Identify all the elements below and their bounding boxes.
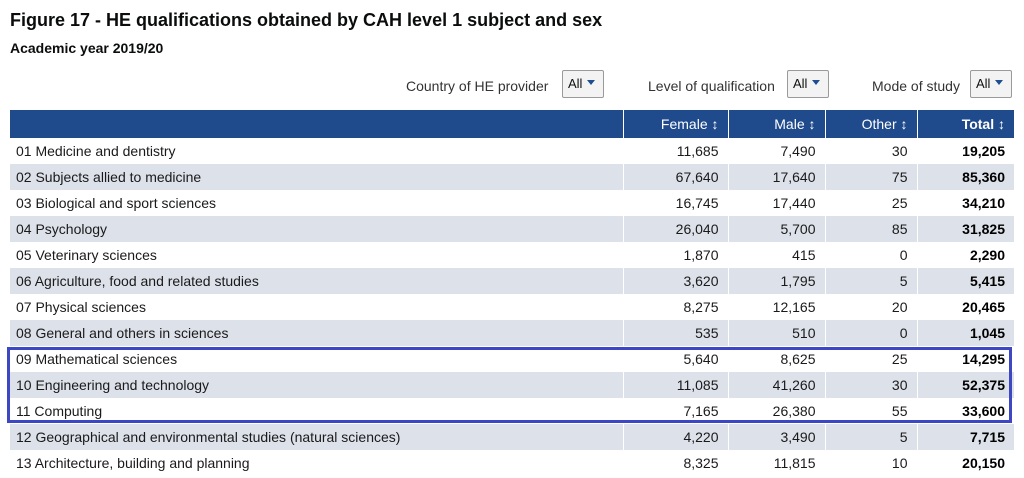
other-cell: 0 [824, 242, 917, 268]
table-row: 12 Geographical and environmental studie… [10, 424, 1014, 450]
subject-cell: 02 Subjects allied to medicine [10, 164, 623, 190]
total-cell: 34,210 [916, 190, 1014, 216]
female-cell: 535 [622, 320, 728, 346]
subject-cell: 10 Engineering and technology [10, 372, 623, 398]
total-cell: 33,600 [916, 398, 1014, 424]
subject-cell: 12 Geographical and environmental studie… [10, 424, 623, 450]
figure-title: Figure 17 - HE qualifications obtained b… [10, 10, 603, 30]
female-cell: 7,165 [622, 398, 728, 424]
male-cell: 12,165 [727, 294, 825, 320]
female-cell: 11,685 [622, 138, 728, 164]
table-row: 09 Mathematical sciences 5,640 8,625 25 14,2… [10, 346, 1014, 372]
female-cell: 3,620 [622, 268, 728, 294]
filter-label-country: Country of HE provider [406, 78, 549, 94]
table-row: 05 Veterinary sciences 1,870 415 0 2,290 [10, 242, 1014, 268]
country-select-value: All [568, 76, 583, 91]
other-cell: 30 [824, 138, 917, 164]
male-cell: 17,440 [727, 190, 825, 216]
male-cell: 26,380 [727, 398, 825, 424]
subject-cell: 07 Physical sciences [16, 299, 146, 315]
table-row: 04 Psychology 26,040 5,700 85 31,825 [10, 216, 1014, 242]
male-cell: 11,815 [727, 450, 825, 476]
total-cell: 14,295 [916, 346, 1014, 372]
subject-cell: 11 Computing [16, 403, 103, 419]
other-cell: 25 [824, 190, 917, 216]
table-row: 11 Computing 7,165 26,380 55 33,600 [10, 398, 1014, 424]
table-row: 02 Subjects allied to medicine 67,640 17,6… [10, 164, 1014, 190]
female-cell: 11,085 [622, 372, 728, 398]
subject-cell: 06 Agriculture, food and related studies [10, 268, 623, 294]
other-cell: 0 [824, 320, 917, 346]
male-cell: 1,795 [727, 268, 825, 294]
table-row: 01 Medicine and dentistry 11,685 7,490 30 19… [10, 138, 1014, 164]
male-column-header[interactable]: Male ↕ [727, 110, 825, 138]
chevron-down-icon [995, 80, 1004, 86]
subject-cell: 08 General and others in sciences [10, 320, 623, 346]
table-header-row: Female ↕ Male ↕ Other ↕ Total ↕ [10, 110, 1014, 138]
female-cell: 4,220 [622, 424, 728, 450]
chevron-down-icon [812, 80, 821, 86]
total-cell: 85,360 [916, 164, 1014, 190]
table-row: 07 Physical sciences 8,275 12,165 20 20,465 [10, 294, 1014, 320]
total-cell: 5,415 [916, 268, 1014, 294]
male-cell: 17,640 [727, 164, 825, 190]
female-cell: 16,745 [622, 190, 728, 216]
male-cell: 415 [727, 242, 825, 268]
other-cell: 20 [824, 294, 917, 320]
other-cell: 85 [824, 216, 917, 242]
female-cell: 8,325 [622, 450, 728, 476]
total-cell: 7,715 [916, 424, 1014, 450]
other-cell: 25 [824, 346, 917, 372]
other-cell: 5 [824, 424, 917, 450]
subject-cell: 13 Architecture, building and planning [16, 455, 250, 471]
total-column-header[interactable]: Total ↕ [916, 110, 1014, 138]
total-cell: 2,290 [916, 242, 1014, 268]
other-cell: 5 [824, 268, 917, 294]
other-cell: 55 [824, 398, 917, 424]
total-cell: 20,150 [916, 450, 1014, 476]
country-select[interactable]: All [562, 70, 604, 98]
other-cell: 30 [824, 372, 917, 398]
subject-cell: 09 Mathematical sciences [16, 351, 178, 367]
table-row: 03 Biological and sport sciences 16,745 17… [10, 190, 1014, 216]
total-cell: 19,205 [916, 138, 1014, 164]
subject-cell: 03 Biological and sport sciences [16, 195, 217, 211]
total-cell: 20,465 [916, 294, 1014, 320]
table-row: 08 General and others in sciences 535 510 0… [10, 320, 1014, 346]
table-row: 13 Architecture, building and planning 8,… [10, 450, 1014, 476]
other-cell: 75 [824, 164, 917, 190]
table-row: 10 Engineering and technology 11,085 41,26… [10, 372, 1014, 398]
filter-label-mode: Mode of study [872, 78, 960, 94]
male-cell: 41,260 [727, 372, 825, 398]
female-cell: 8,275 [622, 294, 728, 320]
chevron-down-icon [587, 80, 596, 86]
male-cell: 3,490 [727, 424, 825, 450]
mode-select-value: All [976, 76, 991, 91]
female-cell: 67,640 [622, 164, 728, 190]
qualifications-table: Female ↕ Male ↕ Other ↕ Total ↕ 01 Medic… [10, 110, 1014, 476]
male-cell: 510 [727, 320, 825, 346]
level-select[interactable]: All [787, 70, 829, 98]
male-cell: 8,625 [727, 346, 825, 372]
male-cell: 7,490 [727, 138, 825, 164]
filter-label-level: Level of qualification [648, 78, 775, 94]
male-cell: 5,700 [727, 216, 825, 242]
total-cell: 31,825 [916, 216, 1014, 242]
mode-select[interactable]: All [970, 70, 1012, 98]
level-select-value: All [793, 76, 808, 91]
total-cell: 52,375 [916, 372, 1014, 398]
total-cell: 1,045 [916, 320, 1014, 346]
other-cell: 10 [824, 450, 917, 476]
female-column-header[interactable]: Female ↕ [622, 110, 728, 138]
female-cell: 26,040 [622, 216, 728, 242]
subject-cell: 05 Veterinary sciences [16, 247, 157, 263]
other-column-header[interactable]: Other ↕ [824, 110, 917, 138]
subject-column-header [10, 110, 623, 138]
subject-cell: 04 Psychology [10, 216, 623, 242]
table-row: 06 Agriculture, food and related studies… [10, 268, 1014, 294]
female-cell: 5,640 [622, 346, 728, 372]
subject-cell: 01 Medicine and dentistry [16, 143, 176, 159]
figure-subtitle: Academic year 2019/20 [10, 40, 164, 56]
female-cell: 1,870 [622, 242, 728, 268]
